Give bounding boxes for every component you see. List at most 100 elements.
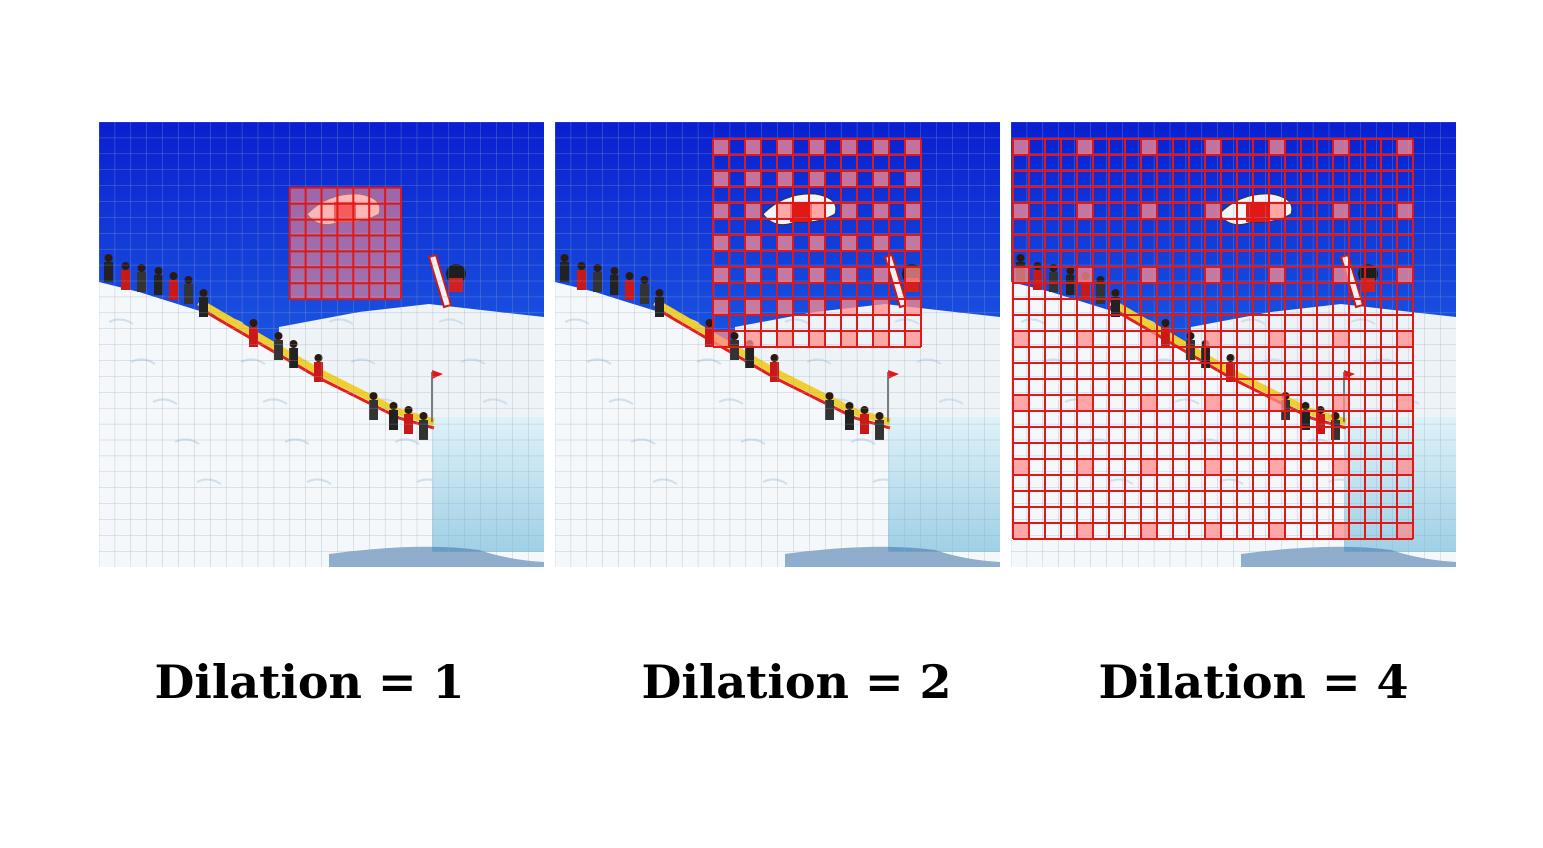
spectator [1081,280,1090,300]
kernel-tap [1333,267,1349,283]
kernel-tap [1077,523,1093,539]
spectator [1033,270,1042,290]
jump-shadow [785,546,1000,567]
kernel-tap [745,171,761,187]
spectator [875,420,884,440]
flag [432,370,443,379]
kernel-tap [1013,523,1029,539]
kernel-tap [841,299,857,315]
spectator [199,297,208,317]
kernel-tap [1077,395,1093,411]
kernel-tap [905,203,921,219]
kernel-tap [841,171,857,187]
kernel-tap [713,171,729,187]
spectator [289,348,298,368]
kernel-tap [1141,267,1157,283]
spectator [1161,327,1170,347]
spectator [825,400,834,420]
kernel-tap [777,203,793,219]
kernel-tap [1269,267,1285,283]
dilation-1-caption: Dilation = 1 [154,655,465,709]
spectator [314,362,323,382]
kernel-tap [1333,395,1349,411]
dilation-2-panel [555,122,1000,567]
kernel-tap [1269,459,1285,475]
spectator [1186,340,1195,360]
kernel-tap [841,331,857,347]
kernel-tap [745,139,761,155]
kernel-tap [713,267,729,283]
spectator [389,410,398,430]
spectator [369,400,378,420]
kernel-tap [1013,331,1029,347]
spectator [1331,420,1340,440]
kernel-tap [905,139,921,155]
kernel-tap [745,203,761,219]
kernel-tap [745,299,761,315]
kernel-tap [809,139,825,155]
spectator [121,270,130,290]
dilation-3-panel [1011,122,1456,567]
kernel-tap [841,235,857,251]
spectator [745,348,754,368]
kernel-tap [873,203,889,219]
spectator [1111,297,1120,317]
kernel-tap [1141,459,1157,475]
spectator [274,340,283,360]
kernel-tap [1269,523,1285,539]
spectator [655,297,664,317]
spectator [640,284,649,304]
kernel-tap [1013,139,1029,155]
spectator [593,272,602,292]
kernel-tap [713,331,729,347]
spectator [610,275,619,295]
kernel-tap [873,267,889,283]
kernel-tap [1205,267,1221,283]
spectator [249,327,258,347]
kernel-tap [745,267,761,283]
kernel-tap [1013,267,1029,283]
kernel-tap [905,235,921,251]
kernel-tap [1141,523,1157,539]
kernel-tap [713,299,729,315]
kernel-tap [777,299,793,315]
kernel-tap [1333,331,1349,347]
spectator [577,270,586,290]
kernel-tap [841,267,857,283]
kernel-tap [1205,203,1221,219]
spectator [730,340,739,360]
kernel-tap [1141,331,1157,347]
kernel-tap [1205,139,1221,155]
kernel-tap [1397,459,1413,475]
kernel-tap [777,171,793,187]
kernel-tap [713,203,729,219]
spectator [104,262,113,282]
spectator [419,420,428,440]
kernel-tap [1397,139,1413,155]
kernel-tap [1077,203,1093,219]
kernel-tap [873,299,889,315]
kernel-tap [841,139,857,155]
barrier [197,298,435,426]
spectator [705,327,714,347]
dilation-4-kernel [1012,138,1414,540]
kernel-tap [1077,139,1093,155]
kernel-tap [1205,523,1221,539]
kernel-tap [905,299,921,315]
spectator [770,362,779,382]
spectator [845,410,854,430]
kernel-tap [289,187,401,300]
kernel-tap [905,171,921,187]
kernel-tap [777,235,793,251]
kernel-tap [1077,331,1093,347]
kernel-tap [1269,203,1285,219]
kernel-tap [905,267,921,283]
kernel-tap [1077,267,1093,283]
dilation-1-image [99,122,544,567]
kernel-tap [777,331,793,347]
kernel-tap [1333,203,1349,219]
jump-wall [888,417,1000,552]
dilation-4-caption: Dilation = 4 [1098,655,1409,709]
kernel-tap [873,171,889,187]
kernel-tap [905,331,921,347]
